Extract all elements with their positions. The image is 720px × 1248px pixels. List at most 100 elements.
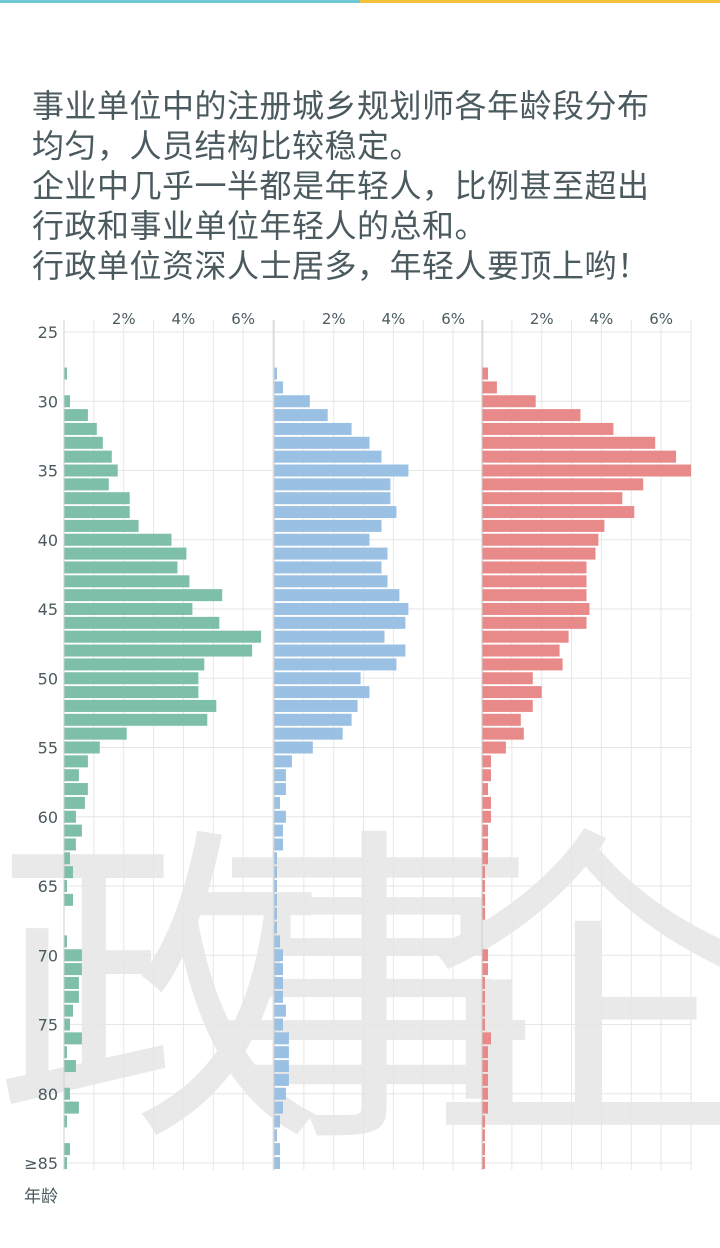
bar xyxy=(64,783,88,796)
bar xyxy=(64,755,88,768)
bar xyxy=(274,575,388,588)
bar xyxy=(64,976,79,989)
caption-line: 企业中几乎一半都是年轻人，比例甚至超出 xyxy=(32,167,650,205)
bar xyxy=(274,990,283,1003)
bar xyxy=(274,713,352,726)
x-tick-label: 6% xyxy=(649,310,673,328)
x-tick-label: 4% xyxy=(590,310,614,328)
bar xyxy=(64,492,130,505)
bar xyxy=(64,1060,76,1073)
bar xyxy=(64,990,79,1003)
bar xyxy=(274,1101,283,1114)
bar xyxy=(274,422,352,435)
bar xyxy=(482,852,488,865)
bar xyxy=(482,699,533,712)
bar xyxy=(64,450,112,463)
bar xyxy=(64,478,109,491)
bar xyxy=(64,547,187,560)
bar xyxy=(274,436,370,449)
bar xyxy=(64,672,199,685)
bar xyxy=(274,1004,286,1017)
bar xyxy=(64,630,262,643)
bar xyxy=(482,575,587,588)
bar xyxy=(274,686,370,699)
bar xyxy=(64,1032,82,1045)
x-tick-label: 2% xyxy=(530,310,554,328)
y-tick-label: ≥85 xyxy=(24,1154,58,1173)
bar xyxy=(274,644,406,657)
bar xyxy=(482,810,491,823)
bar xyxy=(64,1143,70,1156)
bar xyxy=(64,963,82,976)
bar xyxy=(482,616,587,629)
bar xyxy=(482,672,533,685)
bar xyxy=(64,893,73,906)
bar xyxy=(274,755,292,768)
bar xyxy=(64,589,223,602)
bar xyxy=(64,949,82,962)
caption-line: 行政单位资深人士居多，年轻人要顶上哟！ xyxy=(32,247,650,285)
y-tick-label: 65 xyxy=(38,877,58,896)
bar xyxy=(482,796,491,809)
y-tick-label: 30 xyxy=(38,392,58,411)
y-tick-label: 40 xyxy=(38,531,58,550)
bar xyxy=(64,658,205,671)
top-accent-left xyxy=(0,0,360,3)
bar xyxy=(274,949,283,962)
bar xyxy=(482,990,485,1003)
bar xyxy=(274,907,277,920)
y-tick-label: 45 xyxy=(38,600,58,619)
bar xyxy=(482,561,587,574)
bar xyxy=(482,686,542,699)
bar xyxy=(482,533,599,546)
bar xyxy=(274,769,286,782)
bar xyxy=(274,852,277,865)
bar xyxy=(274,1032,289,1045)
bar xyxy=(274,1143,280,1156)
bar xyxy=(64,616,220,629)
bar xyxy=(274,616,406,629)
y-tick-label: 80 xyxy=(38,1085,58,1104)
bar xyxy=(482,506,635,519)
x-tick-label: 2% xyxy=(112,310,136,328)
bar xyxy=(64,810,76,823)
bar xyxy=(482,409,581,422)
bar xyxy=(274,603,409,615)
bar xyxy=(274,976,283,989)
bar xyxy=(64,603,193,615)
bar xyxy=(482,1157,485,1169)
bar xyxy=(64,367,67,380)
bar xyxy=(482,1046,488,1059)
bar xyxy=(274,506,397,519)
bar xyxy=(274,727,343,740)
bar xyxy=(274,783,286,796)
bar xyxy=(482,880,485,892)
bar xyxy=(274,464,409,477)
y-tick-label: 50 xyxy=(38,669,58,688)
y-tick-label: 25 xyxy=(38,323,58,342)
bar xyxy=(482,658,563,671)
bar xyxy=(274,561,382,574)
bar xyxy=(482,1115,485,1128)
bar xyxy=(64,422,97,435)
bar xyxy=(64,1115,67,1128)
caption-line: 事业单位中的注册城乡规划师各年龄段分布 xyxy=(32,87,650,125)
bar xyxy=(64,464,118,477)
bar xyxy=(482,603,590,615)
watermark-glyph: 企 xyxy=(420,802,720,1180)
bar xyxy=(64,824,82,837)
bar xyxy=(274,547,388,560)
y-tick-label: 35 xyxy=(38,462,58,481)
x-tick-label: 4% xyxy=(382,310,406,328)
bar xyxy=(482,727,524,740)
bar xyxy=(274,810,286,823)
bar xyxy=(482,1073,488,1086)
bar xyxy=(64,436,103,449)
bar xyxy=(274,699,358,712)
bar xyxy=(64,713,208,726)
bar xyxy=(482,1143,485,1156)
bar xyxy=(482,1018,485,1031)
x-tick-label: 2% xyxy=(322,310,346,328)
bar xyxy=(482,1060,488,1073)
